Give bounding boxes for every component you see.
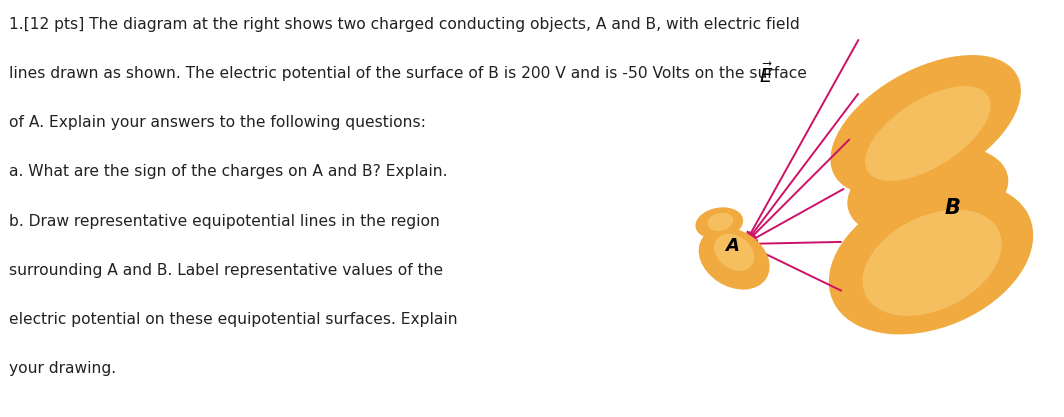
Ellipse shape [708,213,733,231]
Ellipse shape [865,86,991,181]
Text: lines drawn as shown. The electric potential of the surface of B is 200 V and is: lines drawn as shown. The electric poten… [9,66,807,81]
Ellipse shape [829,183,1033,334]
Ellipse shape [699,228,769,289]
Text: a. What are the sign of the charges on A and B? Explain.: a. What are the sign of the charges on A… [9,164,447,179]
Text: B: B [945,198,960,219]
Text: 1.[12 pts] The diagram at the right shows two charged conducting objects, A and : 1.[12 pts] The diagram at the right show… [9,17,799,32]
Ellipse shape [696,207,743,239]
Ellipse shape [863,210,1001,316]
Text: surrounding A and B. Label representative values of the: surrounding A and B. Label representativ… [9,263,443,278]
Ellipse shape [714,234,754,271]
Text: electric potential on these equipotential surfaces. Explain: electric potential on these equipotentia… [9,312,458,327]
Text: b. Draw representative equipotential lines in the region: b. Draw representative equipotential lin… [9,214,439,229]
Text: of A. Explain your answers to the following questions:: of A. Explain your answers to the follow… [9,115,426,130]
Text: your drawing.: your drawing. [9,361,116,376]
Ellipse shape [847,145,1009,239]
Text: A: A [725,237,739,255]
Ellipse shape [830,55,1021,195]
Text: $\vec{E}$: $\vec{E}$ [759,63,774,87]
